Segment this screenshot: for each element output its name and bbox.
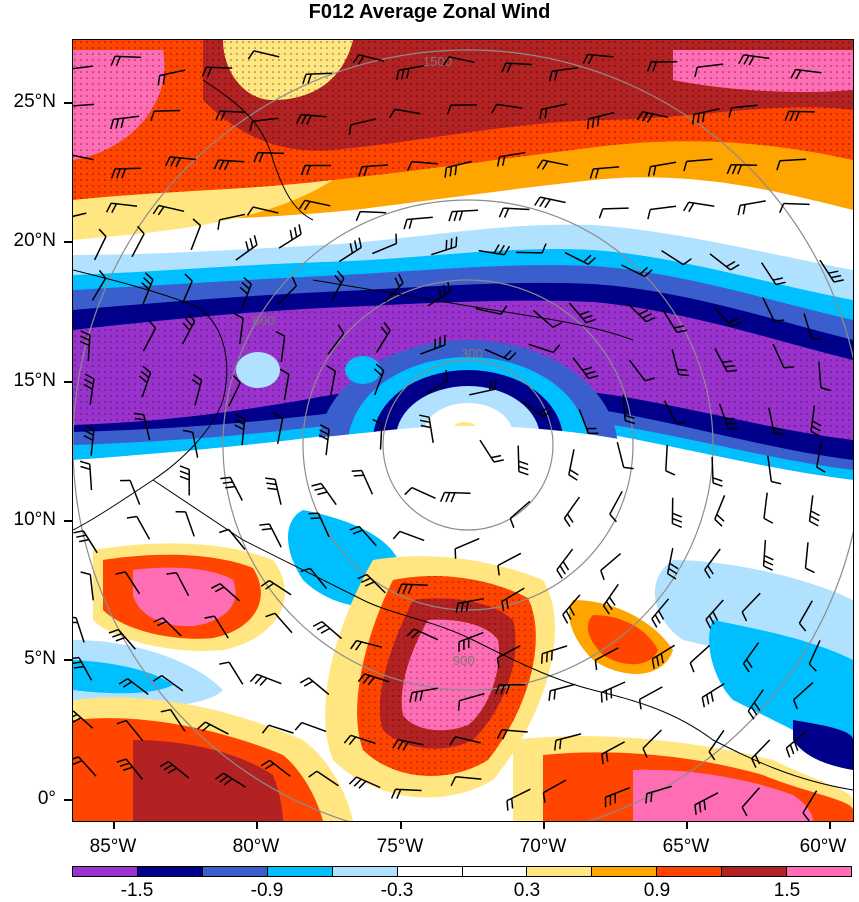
wind-barb-flag bbox=[678, 369, 688, 370]
lon-tick bbox=[686, 822, 688, 829]
colorbar-label: 0.3 bbox=[497, 880, 557, 902]
lat-label-5n: 5°N bbox=[0, 649, 56, 669]
ring-label-1500: 1500 bbox=[423, 54, 452, 69]
lon-label-75w: 75°W bbox=[360, 836, 440, 858]
colorbar-swatch bbox=[657, 867, 722, 876]
lat-label-25n: 25°N bbox=[0, 92, 56, 112]
wind-barb bbox=[784, 204, 810, 205]
wind-barb-flag bbox=[606, 691, 607, 701]
lat-label-15n: 15°N bbox=[0, 371, 56, 391]
wind-barb bbox=[115, 168, 141, 169]
lon-label-70w: 70°W bbox=[503, 836, 583, 858]
ring-label-600: 600 bbox=[253, 313, 275, 328]
wind-barb bbox=[206, 67, 232, 68]
lon-label-60w: 60°W bbox=[783, 836, 859, 858]
wind-barb-flag bbox=[679, 375, 689, 376]
colorbar-label: 0.9 bbox=[627, 880, 687, 902]
wind-barb-flag bbox=[311, 518, 321, 519]
lat-label-20n: 20°N bbox=[0, 231, 56, 251]
colorbar-label: -0.3 bbox=[367, 880, 427, 902]
wind-barb-flag bbox=[554, 690, 555, 700]
lat-tick bbox=[64, 520, 72, 522]
lat-label-10n: 10°N bbox=[0, 510, 56, 530]
lon-label-80w: 80°W bbox=[216, 836, 296, 858]
map-title: F012 Average Zonal Wind bbox=[0, 0, 859, 24]
wind-barb-flag bbox=[73, 622, 78, 623]
colorbar-label: -0.9 bbox=[237, 880, 297, 902]
wind-barb-flag bbox=[308, 513, 318, 514]
lon-tick bbox=[400, 822, 402, 829]
colorbar-swatch bbox=[138, 867, 203, 876]
wind-barb-flag bbox=[352, 471, 362, 472]
wind-barb-flag bbox=[446, 240, 447, 250]
colorbar-label: -1.5 bbox=[107, 880, 167, 902]
ring-label-300: 300 bbox=[461, 346, 483, 361]
lat-tick bbox=[64, 381, 72, 383]
wind-barb-flag bbox=[547, 652, 548, 662]
lon-tick bbox=[543, 822, 545, 829]
lon-tick bbox=[829, 822, 831, 829]
wind-barb-flag bbox=[73, 617, 76, 618]
colorbar-swatch bbox=[592, 867, 657, 876]
wind-barb-flag bbox=[784, 367, 794, 368]
wind-barb-flag bbox=[646, 794, 647, 804]
lat-tick bbox=[64, 102, 72, 104]
lat-tick bbox=[64, 659, 72, 661]
wind-barb bbox=[603, 208, 629, 209]
colorbar-swatch bbox=[73, 867, 138, 876]
wind-barb-flag bbox=[456, 237, 457, 247]
colorbar-swatch bbox=[333, 867, 398, 876]
colorbar-label: 1.5 bbox=[757, 880, 817, 902]
colorbar-swatch bbox=[527, 867, 592, 876]
ring-label-900: 900 bbox=[453, 653, 475, 668]
wind-barb-flag bbox=[512, 798, 513, 808]
wind-barb bbox=[518, 446, 519, 472]
lon-tick bbox=[113, 822, 115, 829]
lat-label-0: 0° bbox=[0, 789, 56, 809]
colorbar-swatch bbox=[268, 867, 333, 876]
wind-barb-flag bbox=[651, 792, 652, 802]
lat-tick bbox=[64, 799, 72, 801]
colorbar-swatch bbox=[203, 867, 268, 876]
wind-barb bbox=[731, 165, 757, 166]
wind-barb bbox=[516, 252, 542, 253]
wind-barb-flag bbox=[542, 654, 543, 664]
colorbar-swatch bbox=[398, 867, 463, 876]
map-plot-area[interactable]: 300 600 900 1500 bbox=[72, 39, 854, 822]
wind-barb-flag bbox=[459, 701, 460, 711]
wind-barb-flag bbox=[611, 688, 612, 698]
wind-barb bbox=[789, 111, 815, 112]
colorbar-swatch bbox=[463, 867, 528, 876]
wind-barb-flag bbox=[552, 651, 553, 661]
colorbar bbox=[72, 866, 852, 877]
wind-barb-flag bbox=[507, 801, 508, 811]
lon-label-85w: 85°W bbox=[73, 836, 153, 858]
zonal-wind-map: 300 600 900 1500 bbox=[73, 40, 853, 821]
lat-tick bbox=[64, 241, 72, 243]
wind-barb bbox=[712, 457, 713, 483]
lon-label-65w: 65°W bbox=[646, 836, 726, 858]
wind-barb bbox=[445, 493, 471, 494]
lon-tick bbox=[256, 822, 258, 829]
wind-barb-flag bbox=[451, 238, 452, 248]
wind-barb bbox=[258, 153, 284, 154]
colorbar-swatch bbox=[722, 867, 787, 876]
wind-barb-flag bbox=[601, 693, 602, 703]
wind-barb-flag bbox=[354, 475, 364, 476]
wind-barb bbox=[154, 111, 180, 112]
wind-barb-flag bbox=[774, 320, 784, 321]
colorbar-swatch bbox=[787, 867, 851, 876]
wind-barb-flag bbox=[812, 339, 822, 340]
